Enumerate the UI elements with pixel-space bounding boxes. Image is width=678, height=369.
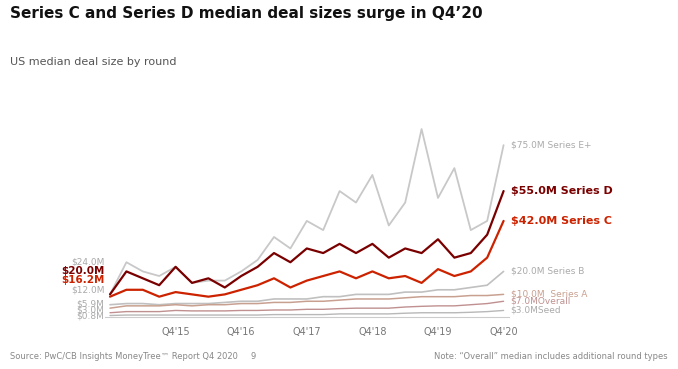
Text: $12.0M: $12.0M xyxy=(71,285,104,294)
Text: $16.2M: $16.2M xyxy=(61,275,104,285)
Text: $24.0M: $24.0M xyxy=(71,258,104,267)
Text: $10.0M  Series A: $10.0M Series A xyxy=(511,290,587,299)
Text: $20.0M: $20.0M xyxy=(61,266,104,276)
Text: $75.0M Series E+: $75.0M Series E+ xyxy=(511,141,591,150)
Text: $5.9M: $5.9M xyxy=(77,299,104,308)
Text: $42.0M Series C: $42.0M Series C xyxy=(511,216,612,226)
Text: Note: “Overall” median includes additional round types: Note: “Overall” median includes addition… xyxy=(434,352,668,361)
Text: $3.0MSeed: $3.0MSeed xyxy=(511,306,561,315)
Text: $7.0MOverall: $7.0MOverall xyxy=(511,297,571,306)
Text: $0.8M: $0.8M xyxy=(77,311,104,320)
Text: $55.0M Series D: $55.0M Series D xyxy=(511,186,612,196)
Text: $20.0M Series B: $20.0M Series B xyxy=(511,267,584,276)
Text: Series C and Series D median deal sizes surge in Q4’20: Series C and Series D median deal sizes … xyxy=(10,6,483,21)
Text: $3.0M: $3.0M xyxy=(77,306,104,315)
Text: US median deal size by round: US median deal size by round xyxy=(10,57,177,67)
Text: Source: PwC/CB Insights MoneyTree™ Report Q4 2020     9: Source: PwC/CB Insights MoneyTree™ Repor… xyxy=(10,352,256,361)
